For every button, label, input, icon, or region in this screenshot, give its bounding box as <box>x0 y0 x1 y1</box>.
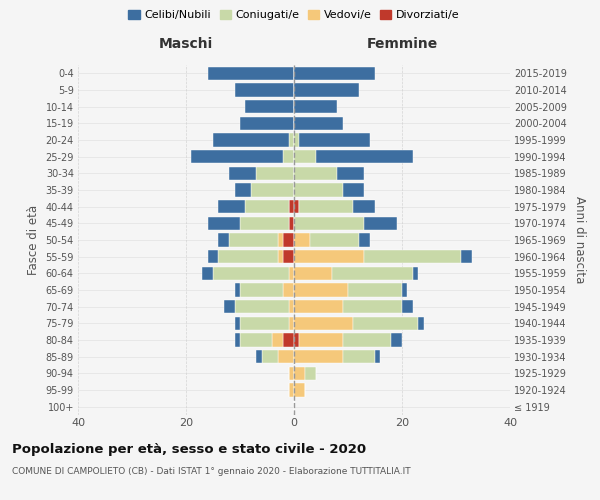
Bar <box>229 234 278 246</box>
Bar <box>294 166 337 180</box>
Bar <box>289 366 294 380</box>
Bar <box>262 350 278 364</box>
Bar <box>235 316 240 330</box>
Bar <box>294 334 299 346</box>
Bar <box>218 234 229 246</box>
Y-axis label: Fasce di età: Fasce di età <box>27 205 40 275</box>
Bar <box>191 150 283 164</box>
Bar <box>289 134 294 146</box>
Bar <box>278 250 283 264</box>
Bar <box>245 100 294 114</box>
Bar <box>256 166 294 180</box>
Bar <box>299 200 353 213</box>
Bar <box>289 316 294 330</box>
Bar <box>343 300 402 314</box>
Bar <box>294 66 375 80</box>
Bar <box>283 250 294 264</box>
Bar <box>240 334 272 346</box>
Bar <box>343 350 375 364</box>
Bar <box>235 334 240 346</box>
Text: COMUNE DI CAMPOLIETO (CB) - Dati ISTAT 1° gennaio 2020 - Elaborazione TUTTITALIA: COMUNE DI CAMPOLIETO (CB) - Dati ISTAT 1… <box>12 468 410 476</box>
Text: Popolazione per età, sesso e stato civile - 2020: Popolazione per età, sesso e stato civil… <box>12 442 366 456</box>
Bar <box>294 234 310 246</box>
Bar <box>391 334 402 346</box>
Bar <box>343 334 391 346</box>
Bar <box>202 266 213 280</box>
Y-axis label: Anni di nascita: Anni di nascita <box>574 196 586 284</box>
Bar <box>218 200 245 213</box>
Bar <box>283 234 294 246</box>
Bar <box>310 234 359 246</box>
Bar <box>294 150 316 164</box>
Bar <box>294 284 348 296</box>
Bar <box>294 100 337 114</box>
Bar <box>299 134 370 146</box>
Bar <box>224 300 235 314</box>
Bar <box>413 266 418 280</box>
Bar <box>316 150 413 164</box>
Bar <box>461 250 472 264</box>
Text: Femmine: Femmine <box>367 37 437 51</box>
Bar <box>278 350 294 364</box>
Bar <box>359 234 370 246</box>
Bar <box>299 334 343 346</box>
Bar <box>332 266 413 280</box>
Bar <box>213 266 289 280</box>
Bar <box>272 334 283 346</box>
Bar <box>240 216 289 230</box>
Bar <box>278 234 283 246</box>
Bar <box>235 84 294 96</box>
Bar <box>208 216 240 230</box>
Bar <box>294 266 332 280</box>
Bar <box>229 166 256 180</box>
Bar <box>294 300 343 314</box>
Bar <box>364 250 461 264</box>
Bar <box>213 134 289 146</box>
Bar <box>418 316 424 330</box>
Bar <box>294 200 299 213</box>
Bar <box>208 250 218 264</box>
Bar <box>289 300 294 314</box>
Bar <box>294 184 343 196</box>
Bar <box>235 300 289 314</box>
Bar <box>218 250 278 264</box>
Bar <box>348 284 402 296</box>
Bar <box>294 384 305 396</box>
Bar <box>294 366 305 380</box>
Bar <box>235 184 251 196</box>
Bar <box>294 250 364 264</box>
Bar <box>245 200 289 213</box>
Bar <box>353 316 418 330</box>
Bar <box>289 266 294 280</box>
Bar <box>294 84 359 96</box>
Bar <box>208 66 294 80</box>
Text: Maschi: Maschi <box>159 37 213 51</box>
Bar <box>402 284 407 296</box>
Bar <box>240 284 283 296</box>
Bar <box>294 316 353 330</box>
Bar <box>343 184 364 196</box>
Bar <box>256 350 262 364</box>
Bar <box>294 350 343 364</box>
Bar <box>251 184 294 196</box>
Bar <box>294 116 343 130</box>
Bar <box>289 216 294 230</box>
Bar <box>240 116 294 130</box>
Bar <box>235 284 240 296</box>
Bar <box>283 150 294 164</box>
Bar <box>289 384 294 396</box>
Bar <box>283 284 294 296</box>
Bar <box>337 166 364 180</box>
Bar <box>364 216 397 230</box>
Bar <box>294 134 299 146</box>
Bar <box>402 300 413 314</box>
Bar <box>305 366 316 380</box>
Bar <box>294 216 364 230</box>
Bar <box>240 316 289 330</box>
Bar <box>353 200 375 213</box>
Bar <box>283 334 294 346</box>
Legend: Celibi/Nubili, Coniugati/e, Vedovi/e, Divorziati/e: Celibi/Nubili, Coniugati/e, Vedovi/e, Di… <box>124 5 464 24</box>
Bar <box>375 350 380 364</box>
Bar <box>289 200 294 213</box>
